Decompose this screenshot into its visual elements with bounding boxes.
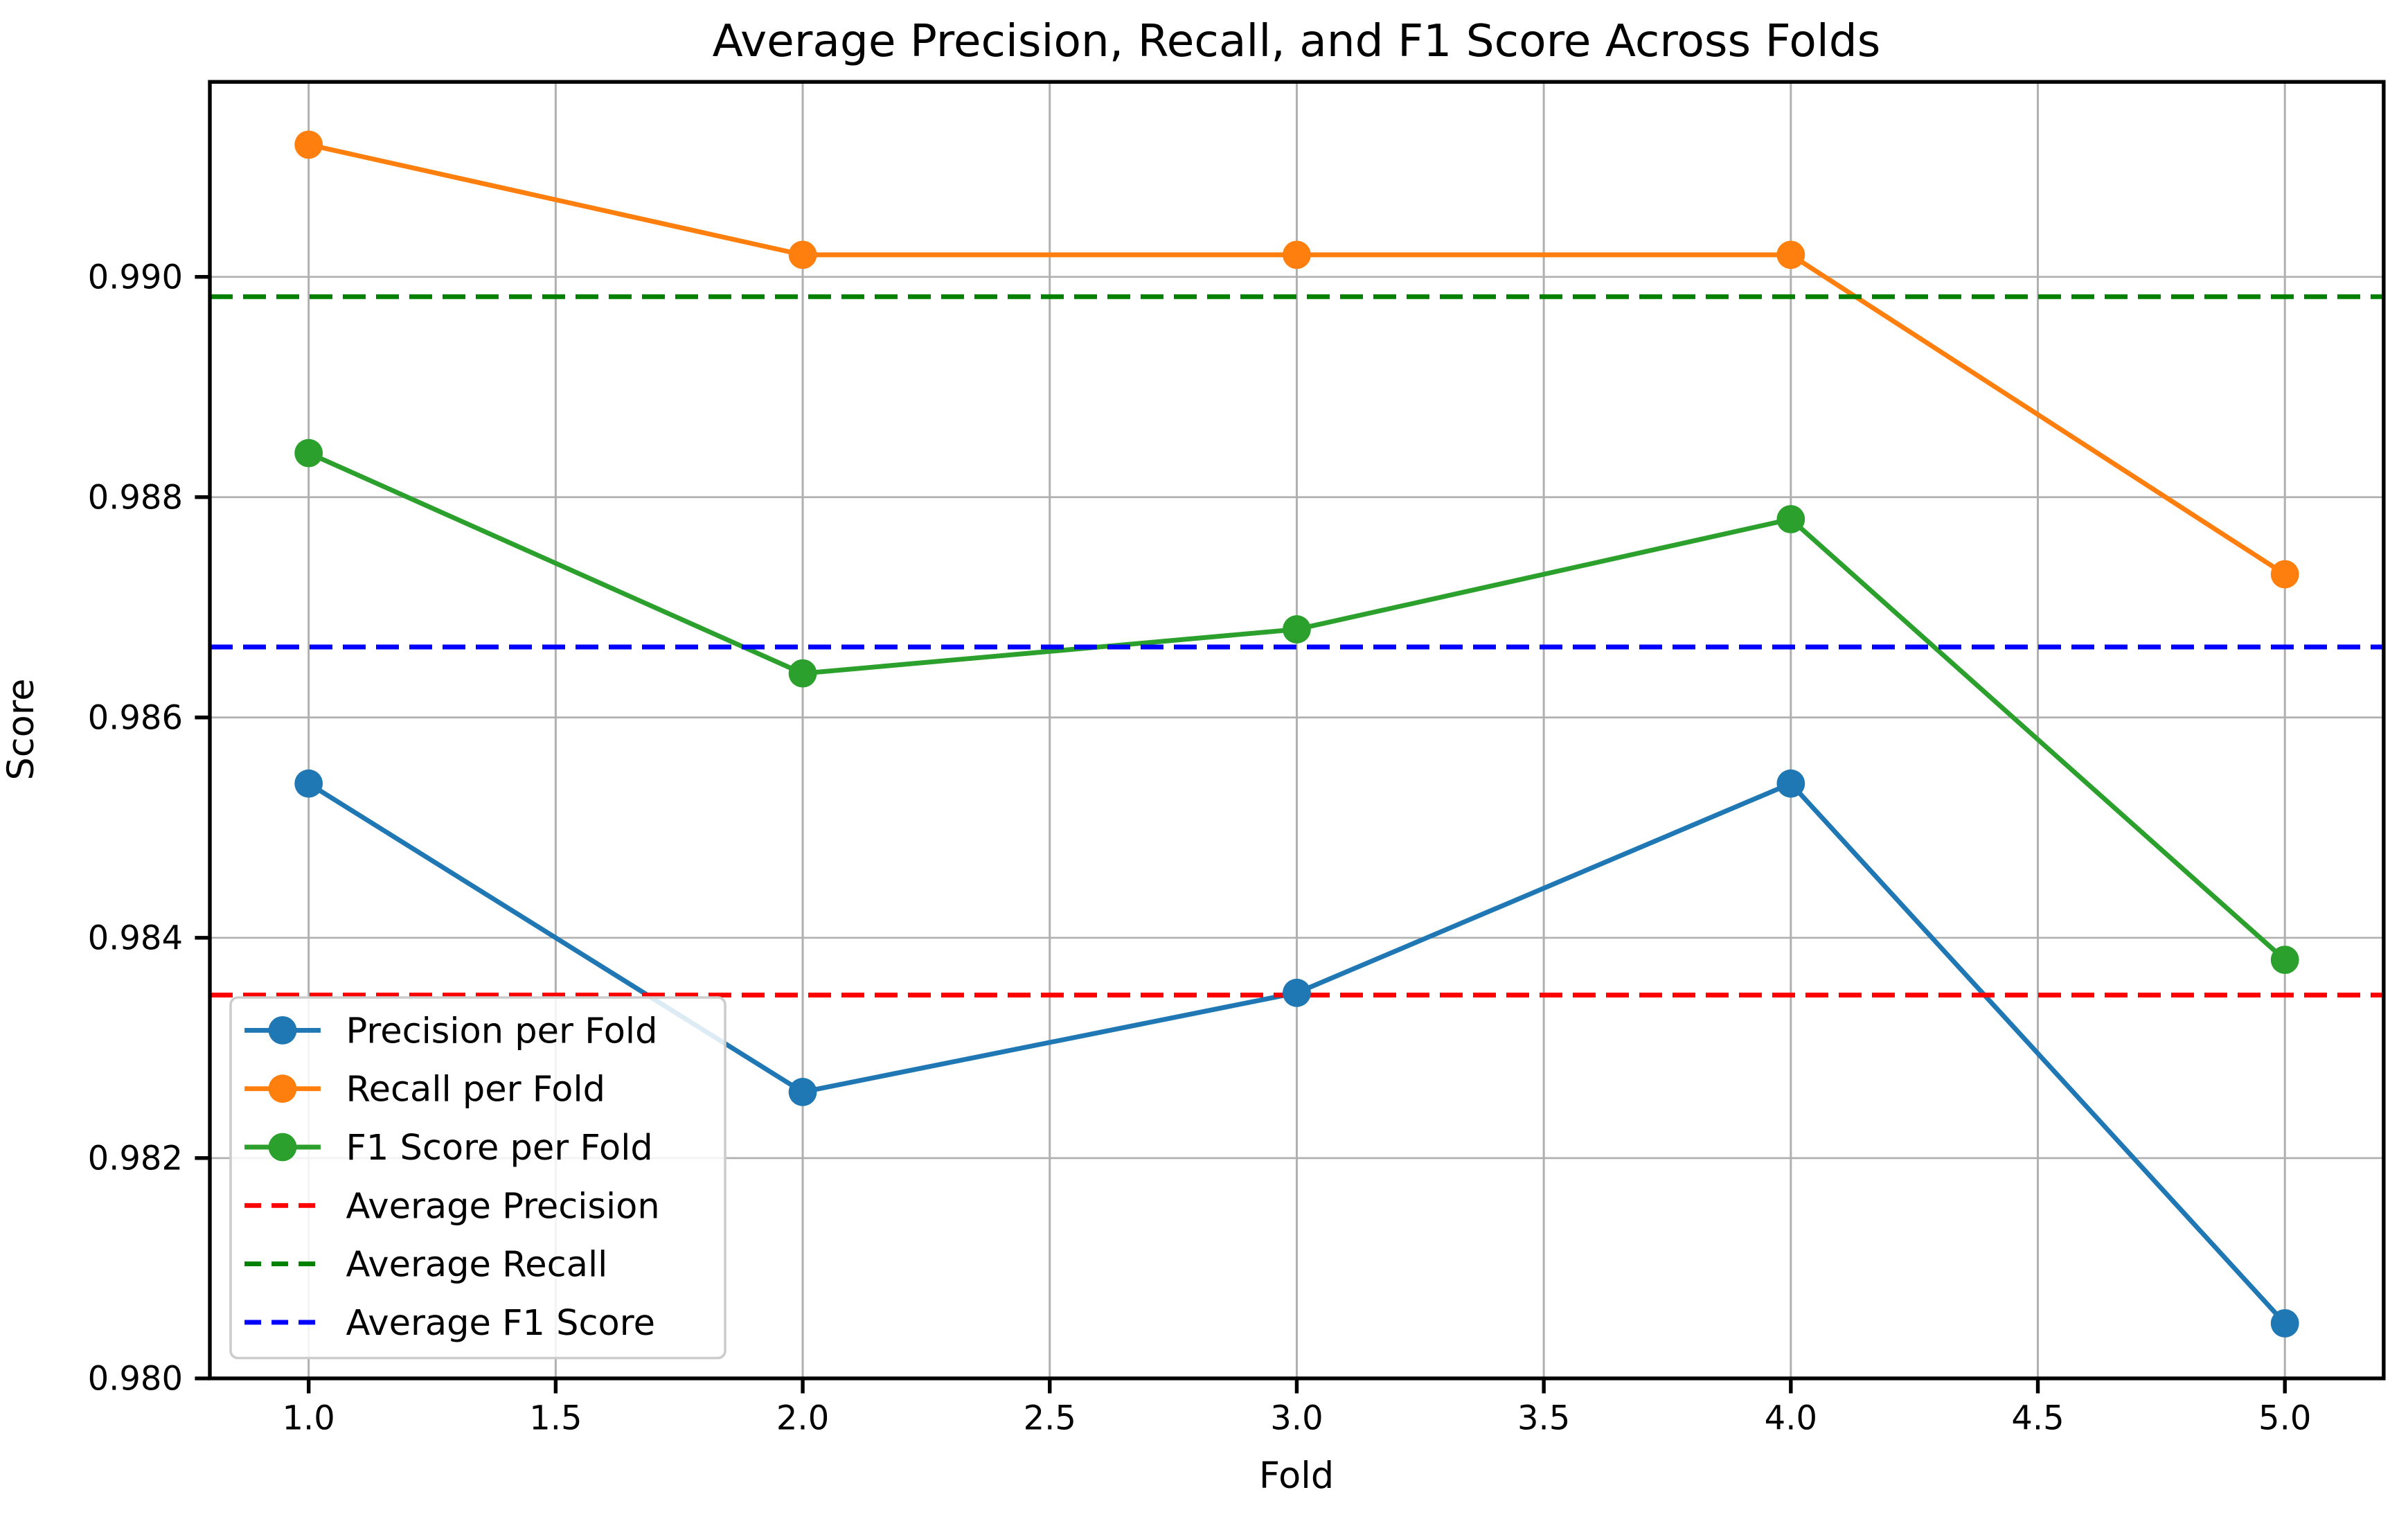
y-tick-label: 0.984 xyxy=(88,919,183,958)
legend-label: Recall per Fold xyxy=(346,1070,606,1110)
legend-sample-marker xyxy=(268,1074,297,1103)
y-tick-label: 0.980 xyxy=(88,1360,183,1399)
legend-sample-marker xyxy=(268,1016,297,1045)
data-point-precision-per-fold-fold-3 xyxy=(1283,978,1311,1007)
x-tick-label: 3.0 xyxy=(1270,1399,1323,1437)
legend: Precision per Fold Recall per Fold F1 Scor… xyxy=(229,996,726,1360)
data-point-recall-per-fold-fold-5 xyxy=(2270,560,2299,589)
y-tick-label: 0.988 xyxy=(88,479,183,517)
x-tick-label: 5.0 xyxy=(2258,1399,2311,1437)
x-tick-label: 1.5 xyxy=(529,1399,582,1437)
x-axis-label: Fold xyxy=(1259,1455,1334,1497)
chart-title: Average Precision, Recall, and F1 Score … xyxy=(713,15,1881,67)
legend-entry-f1-score-per-fold: F1 Score per Fold xyxy=(244,1128,653,1169)
x-tick-label: 1.0 xyxy=(283,1399,335,1437)
data-point-recall-per-fold-fold-4 xyxy=(1776,240,1805,269)
data-point-f1-score-per-fold-fold-2 xyxy=(788,659,817,688)
y-tick-label: 0.982 xyxy=(88,1139,183,1178)
y-tick-label: 0.990 xyxy=(88,258,183,296)
legend-sample-marker xyxy=(268,1133,297,1162)
x-tick-label: 3.5 xyxy=(1517,1399,1570,1437)
data-point-recall-per-fold-fold-3 xyxy=(1283,240,1311,269)
legend-box xyxy=(229,996,726,1360)
y-axis-label: Score xyxy=(0,678,42,780)
data-point-f1-score-per-fold-fold-3 xyxy=(1283,615,1311,644)
x-tick-label: 2.5 xyxy=(1024,1399,1076,1437)
data-point-f1-score-per-fold-fold-4 xyxy=(1776,505,1805,533)
series-markers xyxy=(294,130,2299,1338)
data-point-precision-per-fold-fold-2 xyxy=(788,1078,817,1106)
y-tick-label: 0.986 xyxy=(88,699,183,738)
legend-label: Average Recall xyxy=(346,1245,608,1286)
data-point-precision-per-fold-fold-1 xyxy=(294,769,323,798)
legend-entry-average-recall: Average Recall xyxy=(244,1245,607,1286)
x-tick-label: 4.5 xyxy=(2011,1399,2064,1437)
legend-entry-average-precision: Average Precision xyxy=(244,1186,660,1227)
average-lines xyxy=(210,294,2384,997)
data-point-precision-per-fold-fold-4 xyxy=(1776,769,1805,798)
data-point-recall-per-fold-fold-1 xyxy=(294,130,323,159)
legend-label: Average Precision xyxy=(346,1186,660,1227)
data-point-f1-score-per-fold-fold-5 xyxy=(2270,946,2299,975)
legend-label: F1 Score per Fold xyxy=(346,1128,653,1169)
data-point-precision-per-fold-fold-5 xyxy=(2270,1308,2299,1338)
legend-label: Precision per Fold xyxy=(346,1011,658,1052)
axis-ticks xyxy=(195,274,2287,1394)
data-point-recall-per-fold-fold-2 xyxy=(788,240,817,269)
legend-entry-precision-per-fold: Precision per Fold xyxy=(244,1011,657,1052)
legend-entry-recall-per-fold: Recall per Fold xyxy=(244,1070,605,1110)
legend-entry-average-f1-score: Average F1 Score xyxy=(244,1303,655,1344)
x-tick-label: 2.0 xyxy=(776,1399,829,1437)
axis-tick-labels: 1.0 1.5 2.0 2.5 3.0 3.5 4.0 4.5 5.0 0.980 0.982 0.9… xyxy=(88,258,2312,1437)
legend-label: Average F1 Score xyxy=(346,1303,655,1344)
x-tick-label: 4.0 xyxy=(1765,1399,1817,1437)
data-point-f1-score-per-fold-fold-1 xyxy=(294,438,323,468)
